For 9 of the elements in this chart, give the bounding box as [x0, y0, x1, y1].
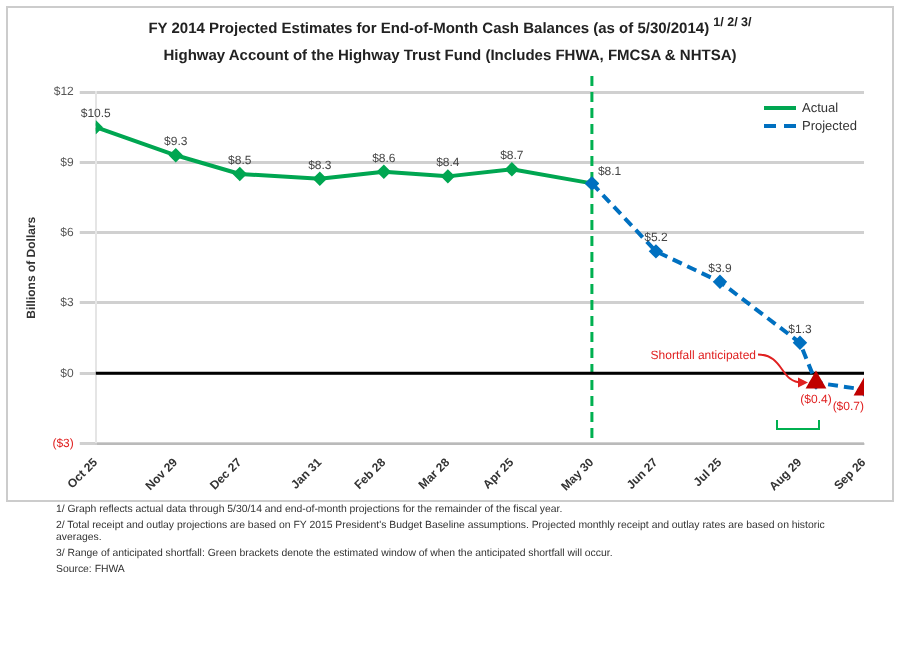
point [713, 275, 727, 289]
point [505, 162, 519, 176]
point [649, 244, 663, 258]
point [169, 148, 183, 162]
point [441, 169, 455, 183]
point [793, 336, 807, 350]
point [313, 172, 327, 186]
point [233, 167, 247, 181]
point [377, 165, 391, 179]
